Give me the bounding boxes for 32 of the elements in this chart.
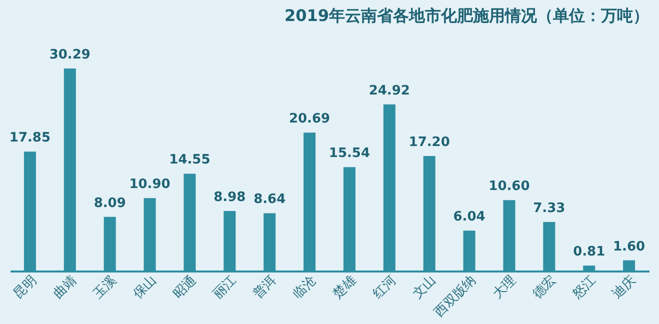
data-label: 6.04 (453, 210, 486, 225)
x-tick-label: 昆明 (10, 272, 40, 302)
x-tick-label: 保山 (130, 272, 160, 302)
data-label: 17.85 (9, 130, 51, 146)
data-label: 24.92 (368, 83, 410, 98)
x-tick-label: 楚雄 (330, 272, 360, 302)
data-label: 10.60 (488, 179, 530, 194)
chart-title: 2019年云南省各地市化肥施用情况（单位：万吨） (284, 6, 649, 25)
data-label: 8.64 (254, 192, 286, 208)
data-label: 1.60 (612, 239, 646, 254)
x-tick-label: 大理 (490, 272, 520, 302)
x-tick-label: 玉溪 (90, 272, 120, 302)
x-tick-label: 怒江 (569, 272, 599, 302)
data-label: 7.33 (533, 200, 566, 216)
x-tick-label: 德宏 (529, 272, 560, 302)
x-tick-label: 红河 (370, 272, 400, 302)
data-label: 8.09 (94, 196, 126, 211)
x-tick-label: 曲靖 (50, 272, 80, 302)
x-tick-label: 昭通 (170, 272, 200, 302)
data-label: 10.90 (129, 177, 170, 192)
x-tick-label: 临沧 (290, 272, 320, 302)
x-tick-label: 迪庆 (610, 272, 639, 302)
data-label: 0.81 (573, 244, 606, 260)
data-label: 20.69 (288, 112, 330, 127)
data-label: 30.29 (49, 48, 90, 62)
x-tick-label: 丽江 (210, 272, 240, 302)
x-tick-label: 文山 (410, 272, 440, 302)
data-label: 15.54 (328, 146, 370, 162)
x-tick-label: 普洱 (250, 272, 280, 302)
data-label: 14.55 (169, 152, 210, 168)
data-label: 8.98 (214, 190, 246, 205)
data-label: 17.20 (408, 135, 450, 150)
